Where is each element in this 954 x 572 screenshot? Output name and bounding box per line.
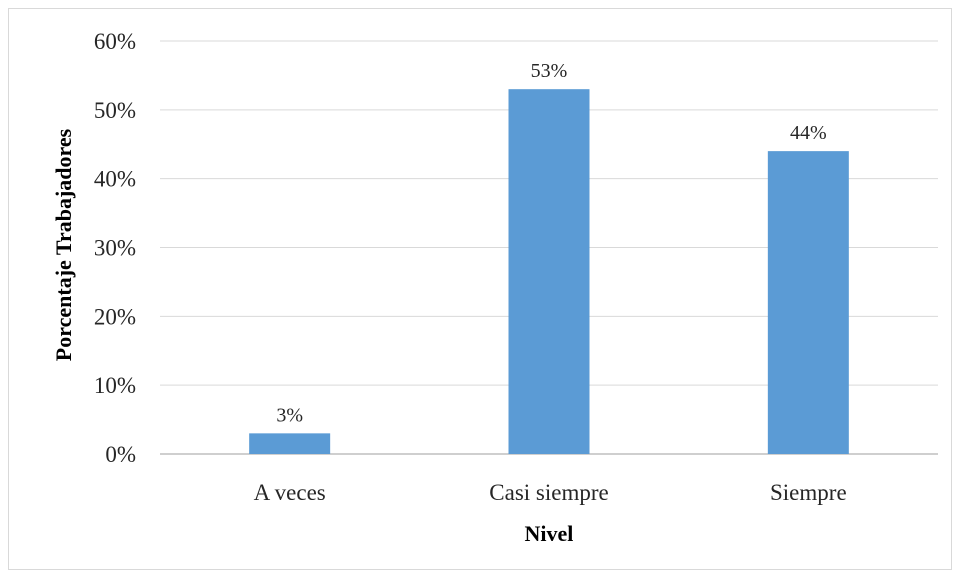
y-tick-label: 60%: [94, 29, 136, 54]
data-label: 44%: [790, 122, 827, 144]
x-tick-label: Casi siempre: [489, 480, 608, 505]
y-tick-label: 0%: [105, 442, 136, 467]
data-labels: 3% 53% 44%: [276, 60, 826, 426]
bars: [249, 89, 849, 454]
y-axis-ticks: 0% 10% 20% 30% 40% 50% 60%: [94, 29, 136, 467]
y-axis-title: Porcentaje Trabajadores: [51, 128, 76, 361]
x-axis-title: Nivel: [525, 521, 574, 546]
y-tick-label: 10%: [94, 373, 136, 398]
bar: [767, 151, 849, 454]
bar: [249, 433, 331, 454]
bar: [508, 89, 590, 454]
y-tick-label: 20%: [94, 304, 136, 329]
y-tick-label: 40%: [94, 167, 136, 192]
data-label: 53%: [531, 60, 568, 82]
x-axis-ticks: A veces Casi siempre Siempre: [254, 480, 847, 505]
y-tick-label: 50%: [94, 98, 136, 123]
x-tick-label: Siempre: [770, 480, 847, 505]
x-tick-label: A veces: [254, 480, 326, 505]
y-tick-label: 30%: [94, 236, 136, 261]
data-label: 3%: [276, 404, 303, 426]
